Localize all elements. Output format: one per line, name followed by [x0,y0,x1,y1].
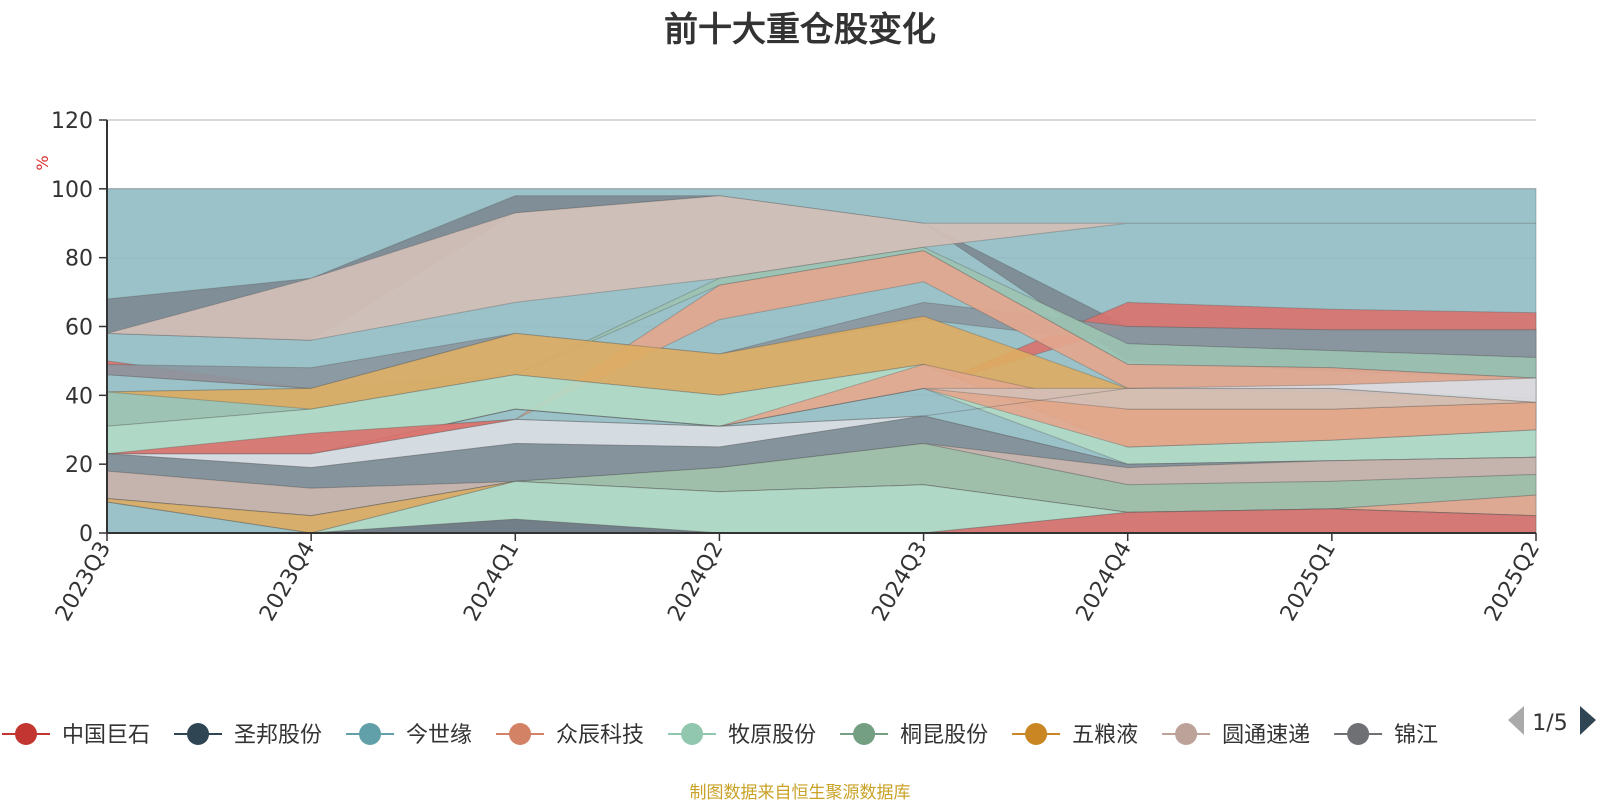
legend-item[interactable]: 圣邦股份 [174,723,322,748]
legend-label: 五粮液 [1072,723,1138,748]
x-tick-label: 2024Q4 [1072,538,1137,626]
area-band-10 [107,363,1537,455]
x-tick-label: 2023Q4 [255,538,320,626]
legend-marker-icon [1347,723,1370,745]
legend-item[interactable]: 锦江 [1334,723,1438,748]
legend-marker-icon [359,723,382,745]
chart-title: 前十大重仓股变化 [664,10,936,50]
x-axis-ticks: 2023Q3 2023Q4 2024Q1 2024Q2 2024Q3 2024Q4 2025… [51,533,1545,626]
y-tick-label: 80 [65,247,93,272]
legend-label: 众辰科技 [556,723,644,748]
legend-marker-icon [509,723,532,745]
legend-marker-icon [15,723,37,745]
legend-label: 桐昆股份 [900,723,988,748]
area-band-3 [106,195,1536,341]
legend-label: 今世缘 [406,723,472,748]
legend-label: 圆通速递 [1222,723,1310,748]
y-axis-ticks: 0 20 40 60 80 100 120 [51,109,107,547]
x-tick-label: 2023Q3 [51,538,116,626]
legend-item[interactable]: 牧原股份 [668,723,816,748]
legend-label: 牧原股份 [728,723,816,748]
legend-label: 锦江 [1394,723,1438,748]
legend-marker-icon [1025,723,1048,745]
legend-pager: 1/5 [1508,706,1596,736]
legend-prev-page-button[interactable] [1508,706,1524,735]
y-tick-label: 0 [79,522,93,547]
legend-marker-icon [1175,723,1198,745]
legend-label: 中国巨石 [62,723,150,748]
legend-item[interactable]: 今世缘 [346,723,472,748]
legend-items: 中国巨石 圣邦股份 今世缘 众辰科技 牧原股份 桐昆股份 五粮液 圆通速递 锦江 [2,723,1438,748]
legend-marker-icon [681,723,704,745]
data-source-note: 制图数据来自恒生聚源数据库 [689,783,911,803]
area-bands [106,188,1537,534]
legend-marker-icon [853,723,876,745]
legend-item[interactable]: 中国巨石 [2,723,150,748]
y-tick-label: 60 [65,316,93,341]
x-tick-label: 2024Q2 [663,538,728,626]
x-tick-label: 2024Q3 [867,538,932,626]
legend: 中国巨石 圣邦股份 今世缘 众辰科技 牧原股份 桐昆股份 五粮液 圆通速递 锦江 [2,723,1438,748]
y-axis-unit-label: % [33,155,52,170]
area-band-16 [106,442,1537,517]
legend-page-indicator: 1/5 [1532,711,1567,736]
y-tick-label: 40 [65,384,93,409]
y-tick-label: 120 [51,109,93,134]
legend-next-page-button[interactable] [1580,706,1596,735]
x-tick-label: 2025Q1 [1276,538,1341,626]
x-tick-label: 2025Q2 [1480,538,1545,626]
y-tick-label: 20 [65,453,93,478]
legend-item[interactable]: 圆通速递 [1162,723,1310,748]
legend-label: 圣邦股份 [234,723,322,748]
legend-marker-icon [187,723,210,745]
legend-item[interactable]: 众辰科技 [496,723,644,748]
area-band-17 [106,480,1537,517]
legend-item[interactable]: 五粮液 [1012,723,1138,748]
y-tick-label: 100 [51,178,93,203]
legend-item[interactable]: 桐昆股份 [840,723,988,748]
x-tick-label: 2024Q1 [459,538,524,626]
